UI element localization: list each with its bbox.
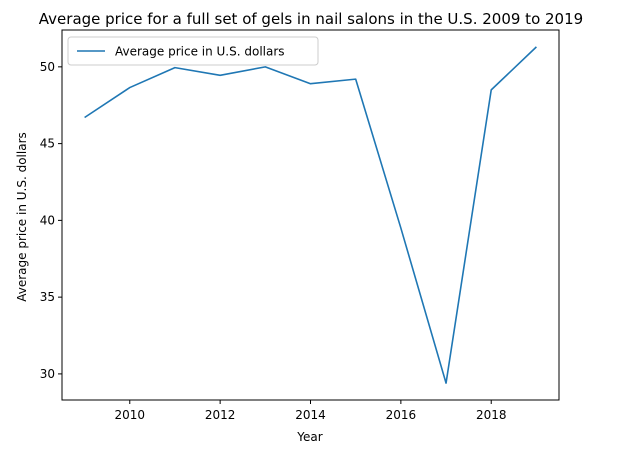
legend: Average price in U.S. dollars bbox=[67, 36, 319, 66]
y-tick-label: 45 bbox=[40, 137, 55, 151]
x-tick-label: 2012 bbox=[205, 408, 236, 422]
x-tick-label: 2014 bbox=[295, 408, 326, 422]
x-tick-label: 2016 bbox=[386, 408, 417, 422]
x-axis-label: Year bbox=[296, 430, 322, 444]
chart-title: Average price for a full set of gels in … bbox=[39, 10, 583, 28]
x-tick-label: 2018 bbox=[476, 408, 507, 422]
legend-frame bbox=[67, 36, 319, 66]
y-tick-label: 30 bbox=[40, 367, 55, 381]
y-axis-label: Average price in U.S. dollars bbox=[15, 132, 29, 302]
y-tick-label: 50 bbox=[40, 60, 55, 74]
plot-area: 2010 2012 2014 2016 2018 30 35 40 45 50 bbox=[40, 29, 560, 422]
y-tick-label: 40 bbox=[40, 213, 55, 227]
y-tick-label: 35 bbox=[40, 290, 55, 304]
legend-label: Average price in U.S. dollars bbox=[115, 45, 285, 59]
series-line bbox=[84, 46, 537, 384]
x-tick-label: 2010 bbox=[114, 408, 145, 422]
